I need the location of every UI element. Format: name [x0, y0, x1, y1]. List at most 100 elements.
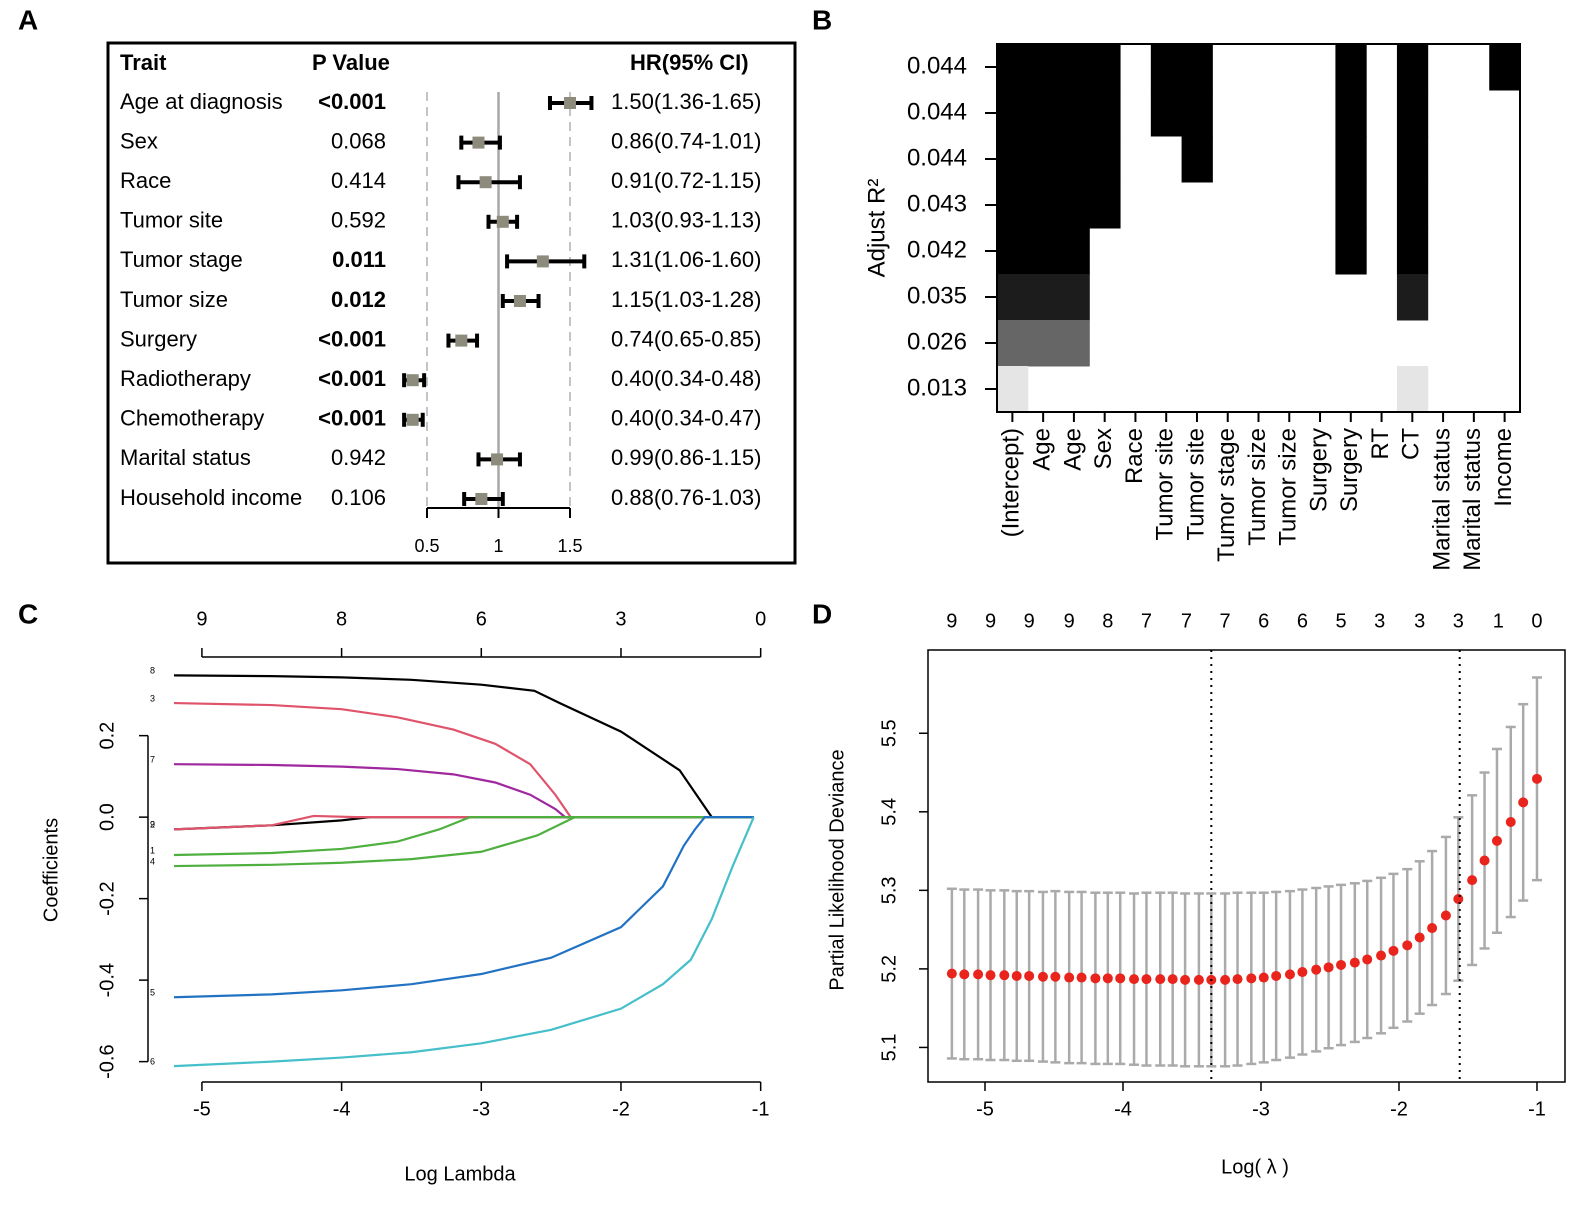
x-tick-label: -1: [752, 1098, 770, 1120]
trait-label: Chemotherapy: [120, 406, 264, 431]
column-label: Surgery: [1336, 428, 1363, 512]
mean-point: [1531, 773, 1542, 784]
panel-letter: B: [812, 4, 832, 35]
trait-label: Tumor size: [120, 287, 228, 312]
mean-point: [1180, 974, 1191, 985]
top-tick-label: 3: [1374, 610, 1385, 632]
trait-label: Tumor stage: [120, 247, 243, 272]
hr-ci-label: 1.50(1.36-1.65): [611, 89, 761, 114]
included-cell: [1396, 90, 1429, 137]
mean-point: [959, 969, 970, 980]
column-label: Tumor site: [1182, 428, 1209, 540]
y-tick-label: 0.0: [96, 803, 118, 831]
trait-label: Age at diagnosis: [120, 89, 283, 114]
mean-point: [1336, 959, 1347, 970]
hr-point: [406, 413, 419, 426]
p-value: 0.068: [331, 128, 386, 153]
series-label: 1: [150, 845, 155, 855]
top-tick-label: 6: [476, 608, 487, 630]
y-tick-label: 0.013: [907, 374, 967, 401]
mean-point: [1388, 945, 1399, 956]
top-tick-label: 3: [1414, 610, 1425, 632]
included-cell: [1489, 44, 1521, 91]
trait-label: Marital status: [120, 445, 251, 470]
y-tick-label: 0.044: [907, 52, 967, 79]
y-tick-label: 0.2: [96, 722, 118, 750]
top-tick-label: 9: [1064, 610, 1075, 632]
x-tick-label: -1: [1528, 1098, 1546, 1120]
hr-point: [564, 97, 576, 109]
x-tick-label: 1.5: [557, 536, 582, 556]
included-cell: [997, 44, 1029, 91]
included-cell: [997, 274, 1029, 321]
column-label: Income: [1490, 428, 1517, 507]
plot-frame: [927, 649, 1566, 1083]
included-cell: [1058, 320, 1090, 367]
included-cell: [1027, 44, 1060, 91]
x-tick-label: -3: [472, 1098, 490, 1120]
series-label: 4: [150, 856, 155, 866]
series-label: 6: [150, 1056, 155, 1066]
mean-point: [1102, 973, 1113, 984]
included-cell: [1335, 90, 1367, 137]
column-label: Age: [1028, 428, 1055, 471]
included-cell: [1058, 44, 1090, 91]
panel-letter: A: [18, 4, 38, 35]
p-value: <0.001: [318, 406, 386, 431]
included-cell: [1027, 274, 1060, 321]
included-cell: [1396, 136, 1429, 183]
x-tick-label: -4: [333, 1098, 351, 1120]
mean-point: [1323, 962, 1334, 973]
x-tick-label: -4: [1114, 1098, 1132, 1120]
mean-point: [1414, 932, 1425, 943]
coefficient-line: [173, 816, 755, 1068]
mean-point: [946, 968, 957, 979]
coefficient-line: [173, 763, 754, 819]
mean-point: [973, 969, 984, 980]
p-value: <0.001: [318, 89, 386, 114]
top-tick-label: 6: [1258, 610, 1269, 632]
y-tick-label: 0.043: [907, 190, 967, 217]
hr-ci-label: 0.88(0.76-1.03): [611, 485, 761, 510]
column-header: Trait: [120, 50, 167, 75]
y-tick-label: -0.6: [96, 1044, 118, 1078]
mean-point: [1115, 973, 1126, 984]
mean-point: [1349, 957, 1360, 968]
x-tick-label: 0.5: [414, 536, 439, 556]
mean-point: [1220, 974, 1231, 985]
included-cell: [1058, 182, 1090, 229]
column-label: (Intercept): [998, 428, 1025, 537]
mean-point: [1376, 950, 1387, 961]
column-header: HR(95% CI): [630, 50, 749, 75]
y-tick-label: 0.044: [907, 144, 967, 171]
mean-point: [999, 970, 1010, 981]
included-cell: [1181, 44, 1213, 91]
p-value: 0.942: [331, 445, 386, 470]
coefficient-line: [173, 816, 754, 999]
y-axis-label: Adjust R²: [863, 179, 890, 278]
mean-point: [1246, 973, 1257, 984]
included-cell: [1027, 136, 1060, 183]
included-cell: [1396, 366, 1429, 413]
hr-ci-label: 1.03(0.93-1.13): [611, 208, 761, 233]
column-label: Age: [1059, 428, 1086, 471]
p-value: <0.001: [318, 366, 386, 391]
hr-point: [455, 334, 468, 347]
included-cell: [1089, 90, 1121, 137]
trait-label: Race: [120, 168, 171, 193]
mean-point: [1167, 974, 1178, 985]
y-tick-label: 5.3: [878, 876, 900, 904]
mean-point: [1479, 855, 1490, 866]
included-cell: [997, 136, 1029, 183]
mean-point: [985, 970, 996, 981]
hr-ci-label: 0.99(0.86-1.15): [611, 445, 761, 470]
hr-ci-label: 0.86(0.74-1.01): [611, 128, 761, 153]
column-header: P Value: [312, 50, 390, 75]
mean-point: [1037, 971, 1048, 982]
x-tick-label: -5: [976, 1098, 994, 1120]
hr-point: [472, 136, 485, 149]
mean-point: [1232, 974, 1243, 985]
included-cell: [1396, 228, 1429, 275]
top-tick-label: 0: [755, 608, 766, 630]
